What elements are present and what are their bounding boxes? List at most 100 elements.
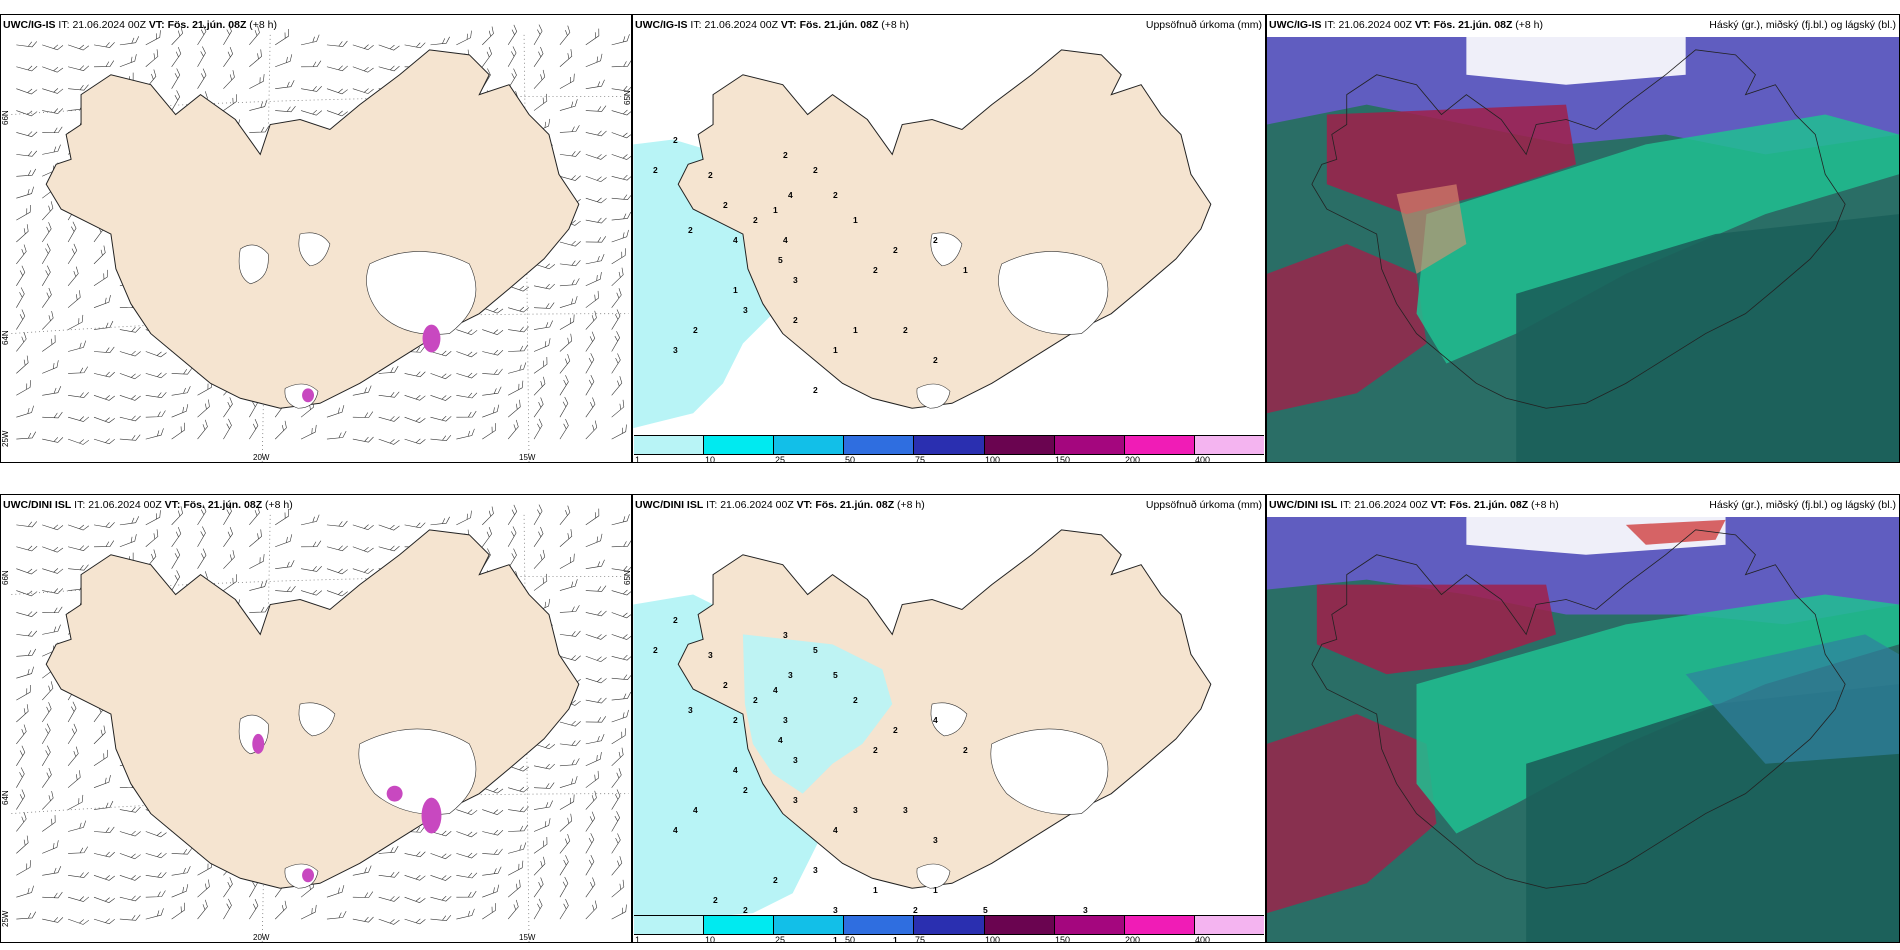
wind-barb xyxy=(223,46,233,67)
wind-barb xyxy=(507,860,524,876)
precip-value: 5 xyxy=(983,905,988,915)
wind-barb xyxy=(67,746,79,766)
wind-barb xyxy=(42,144,61,155)
wind-barb xyxy=(16,186,34,199)
colorbar-swatch xyxy=(774,916,845,934)
wind-barb xyxy=(430,830,452,837)
colorbar-swatch xyxy=(634,436,705,454)
wind-barb xyxy=(404,394,426,401)
precip-value: 4 xyxy=(783,235,788,245)
cloud-cover-map xyxy=(1267,36,1899,462)
wind-barb xyxy=(68,366,89,374)
wind-barb xyxy=(171,90,181,111)
wind-barb xyxy=(611,376,623,396)
wind-barb xyxy=(559,553,575,569)
wind-barb xyxy=(456,372,478,379)
wind-barb xyxy=(275,560,295,569)
colorbar-tick-label: 25 xyxy=(775,455,786,463)
wind-barb xyxy=(585,420,598,440)
model-name: UWC/IG-IS xyxy=(635,19,688,31)
wind-barb xyxy=(197,548,207,569)
precip-value: 2 xyxy=(873,745,878,755)
wind-barb xyxy=(482,386,502,396)
wind-barb xyxy=(42,681,54,701)
wind-barb xyxy=(42,624,61,635)
glaciers xyxy=(916,232,1109,409)
wind-barb xyxy=(508,362,527,374)
precip-value: 4 xyxy=(933,715,938,725)
wind-barb xyxy=(533,320,553,330)
wind-barb xyxy=(93,245,106,265)
wind-barb xyxy=(16,150,38,157)
wind-barb xyxy=(67,723,78,745)
wind-barb xyxy=(42,66,64,73)
wind-barb xyxy=(16,648,37,657)
wind-barb xyxy=(197,46,206,67)
wind-barb xyxy=(533,856,546,876)
wind-barb xyxy=(42,201,54,221)
wind-barb xyxy=(171,884,189,898)
precip-value: 5 xyxy=(778,255,783,265)
wind-barb xyxy=(482,527,492,547)
precip-value: 2 xyxy=(853,695,858,705)
wind-barb xyxy=(508,344,529,352)
wind-barb xyxy=(533,504,543,526)
precip-value: 2 xyxy=(793,315,798,325)
wind-barb xyxy=(559,49,573,67)
precip-value: 3 xyxy=(673,345,678,355)
wind-barb xyxy=(171,386,191,396)
wind-barb xyxy=(585,655,607,663)
wind-barb xyxy=(534,302,555,309)
wind-barb xyxy=(197,526,206,547)
wind-barb xyxy=(223,504,232,526)
wind-barb xyxy=(559,776,578,788)
wind-barb xyxy=(171,526,182,547)
wind-barb xyxy=(16,666,34,679)
wind-barb xyxy=(275,80,295,89)
colorbar-tick-label: 200 xyxy=(1125,455,1141,463)
wind-barb xyxy=(171,848,193,855)
wind-barb xyxy=(533,357,548,374)
wind-barb xyxy=(16,545,38,552)
wind-barb xyxy=(559,720,581,727)
wind-barb xyxy=(352,411,374,418)
wind-barb xyxy=(93,371,115,378)
heavy-precip-spots xyxy=(252,733,442,883)
wind-barb xyxy=(68,65,90,71)
wind-barb xyxy=(430,415,452,422)
wind-barb xyxy=(508,842,527,854)
wind-barb xyxy=(326,88,348,95)
wind-barb xyxy=(301,86,322,92)
wind-barb xyxy=(326,568,348,575)
wind-barb xyxy=(145,49,159,67)
lon-label-20: 20W xyxy=(253,453,270,462)
wind-barb xyxy=(16,131,38,137)
wind-barb xyxy=(533,418,543,440)
wind-barb xyxy=(585,585,607,592)
wind-barb xyxy=(249,899,259,920)
colorbar-swatch xyxy=(774,436,845,454)
wind-barb xyxy=(585,175,607,183)
wind-barb-map xyxy=(11,504,631,942)
wind-barb xyxy=(119,914,141,921)
colorbar-tick-label: 10 xyxy=(705,935,716,943)
wind-barb xyxy=(67,290,81,308)
wind-barb xyxy=(611,904,627,920)
precip-value: 3 xyxy=(783,715,788,725)
wind-barb xyxy=(611,654,631,661)
wind-barb xyxy=(533,549,546,569)
wind-barb xyxy=(42,310,54,330)
wind-barb xyxy=(16,380,31,396)
precip-value: 4 xyxy=(733,235,738,245)
colorbar-swatch xyxy=(1124,436,1195,454)
wind-barb xyxy=(68,44,90,51)
wind-barb xyxy=(119,326,141,333)
wind-barb xyxy=(559,813,573,832)
wind-barb xyxy=(456,510,472,526)
product-title: Uppsöfnuð úrkoma (mm) xyxy=(1145,19,1262,31)
wind-barb xyxy=(508,765,530,772)
wind-barb xyxy=(585,811,596,832)
wind-barb xyxy=(300,424,317,440)
wind-barb xyxy=(585,290,599,308)
wind-barb xyxy=(145,410,166,418)
